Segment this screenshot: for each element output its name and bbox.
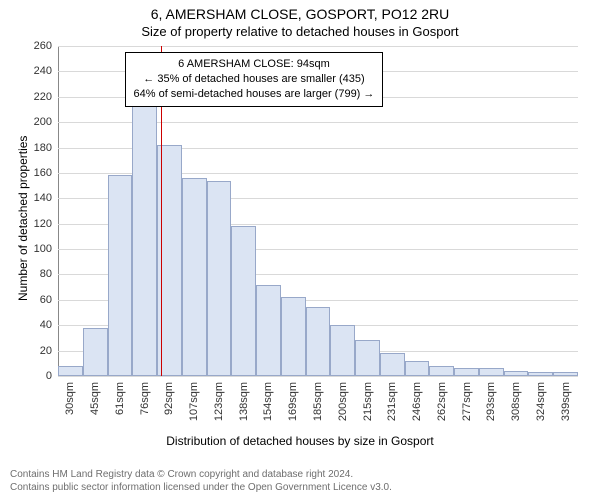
y-axis-label: Number of detached properties <box>16 136 30 301</box>
x-axis-label: Distribution of detached houses by size … <box>0 434 600 448</box>
histogram-bar <box>256 285 281 376</box>
histogram-bar <box>479 368 504 376</box>
x-tick-label: 169sqm <box>287 382 299 421</box>
histogram-bar <box>108 175 133 376</box>
y-tick-label: 180 <box>34 142 58 154</box>
y-axis <box>58 46 59 376</box>
gridline <box>58 46 578 47</box>
y-tick-label: 0 <box>46 370 58 382</box>
x-tick-label: 200sqm <box>337 382 349 421</box>
footer-line-2: Contains public sector information licen… <box>10 481 392 494</box>
x-tick-label: 92sqm <box>163 382 175 415</box>
annotation-line: ← 35% of detached houses are smaller (43… <box>134 72 375 87</box>
y-tick-label: 160 <box>34 167 58 179</box>
y-tick-label: 200 <box>34 116 58 128</box>
x-tick-label: 45sqm <box>89 382 101 415</box>
x-tick-label: 246sqm <box>411 382 423 421</box>
histogram-bar <box>553 372 578 376</box>
histogram-bar <box>355 340 380 376</box>
x-tick-label: 123sqm <box>213 382 225 421</box>
annotation-line: 6 AMERSHAM CLOSE: 94sqm <box>134 57 375 72</box>
x-tick-label: 231sqm <box>386 382 398 421</box>
x-tick-label: 339sqm <box>560 382 572 421</box>
x-tick-label: 76sqm <box>139 382 151 415</box>
annotation-line: 64% of semi-detached houses are larger (… <box>134 87 375 102</box>
x-tick-label: 277sqm <box>461 382 473 421</box>
gridline <box>58 376 578 377</box>
y-tick-label: 260 <box>34 40 58 52</box>
x-tick-label: 308sqm <box>510 382 522 421</box>
histogram-bar <box>380 353 405 376</box>
histogram-bar <box>330 325 355 376</box>
x-tick-label: 293sqm <box>485 382 497 421</box>
histogram-bar <box>528 372 553 376</box>
chart-title-sub: Size of property relative to detached ho… <box>0 24 600 39</box>
histogram-bar <box>132 99 157 376</box>
y-tick-label: 80 <box>40 268 58 280</box>
x-tick-label: 138sqm <box>238 382 250 421</box>
x-tick-label: 215sqm <box>362 382 374 421</box>
histogram-bar <box>306 307 331 376</box>
y-tick-label: 60 <box>40 294 58 306</box>
plot-area: 02040608010012014016018020022024026030sq… <box>58 46 578 376</box>
x-tick-label: 154sqm <box>262 382 274 421</box>
y-tick-label: 240 <box>34 65 58 77</box>
y-tick-label: 40 <box>40 319 58 331</box>
histogram-bar <box>83 328 108 376</box>
footer-attribution: Contains HM Land Registry data © Crown c… <box>10 468 392 494</box>
histogram-bar <box>429 366 454 376</box>
chart-title-main: 6, AMERSHAM CLOSE, GOSPORT, PO12 2RU <box>0 6 600 22</box>
annotation-box: 6 AMERSHAM CLOSE: 94sqm← 35% of detached… <box>125 52 384 107</box>
y-tick-label: 140 <box>34 192 58 204</box>
histogram-bar <box>405 361 430 376</box>
x-tick-label: 107sqm <box>188 382 200 421</box>
histogram-bar <box>231 226 256 376</box>
histogram-bar <box>58 366 83 376</box>
histogram-bar <box>454 368 479 376</box>
y-tick-label: 100 <box>34 243 58 255</box>
histogram-bar <box>281 297 306 376</box>
y-tick-label: 20 <box>40 345 58 357</box>
chart-container: 6, AMERSHAM CLOSE, GOSPORT, PO12 2RU Siz… <box>0 0 600 500</box>
x-tick-label: 61sqm <box>114 382 126 415</box>
histogram-bar <box>504 371 529 376</box>
footer-line-1: Contains HM Land Registry data © Crown c… <box>10 468 392 481</box>
y-tick-label: 120 <box>34 218 58 230</box>
x-tick-label: 262sqm <box>436 382 448 421</box>
x-tick-label: 185sqm <box>312 382 324 421</box>
histogram-bar <box>207 181 232 376</box>
x-tick-label: 30sqm <box>64 382 76 415</box>
x-tick-label: 324sqm <box>535 382 547 421</box>
histogram-bar <box>182 178 207 376</box>
y-tick-label: 220 <box>34 91 58 103</box>
